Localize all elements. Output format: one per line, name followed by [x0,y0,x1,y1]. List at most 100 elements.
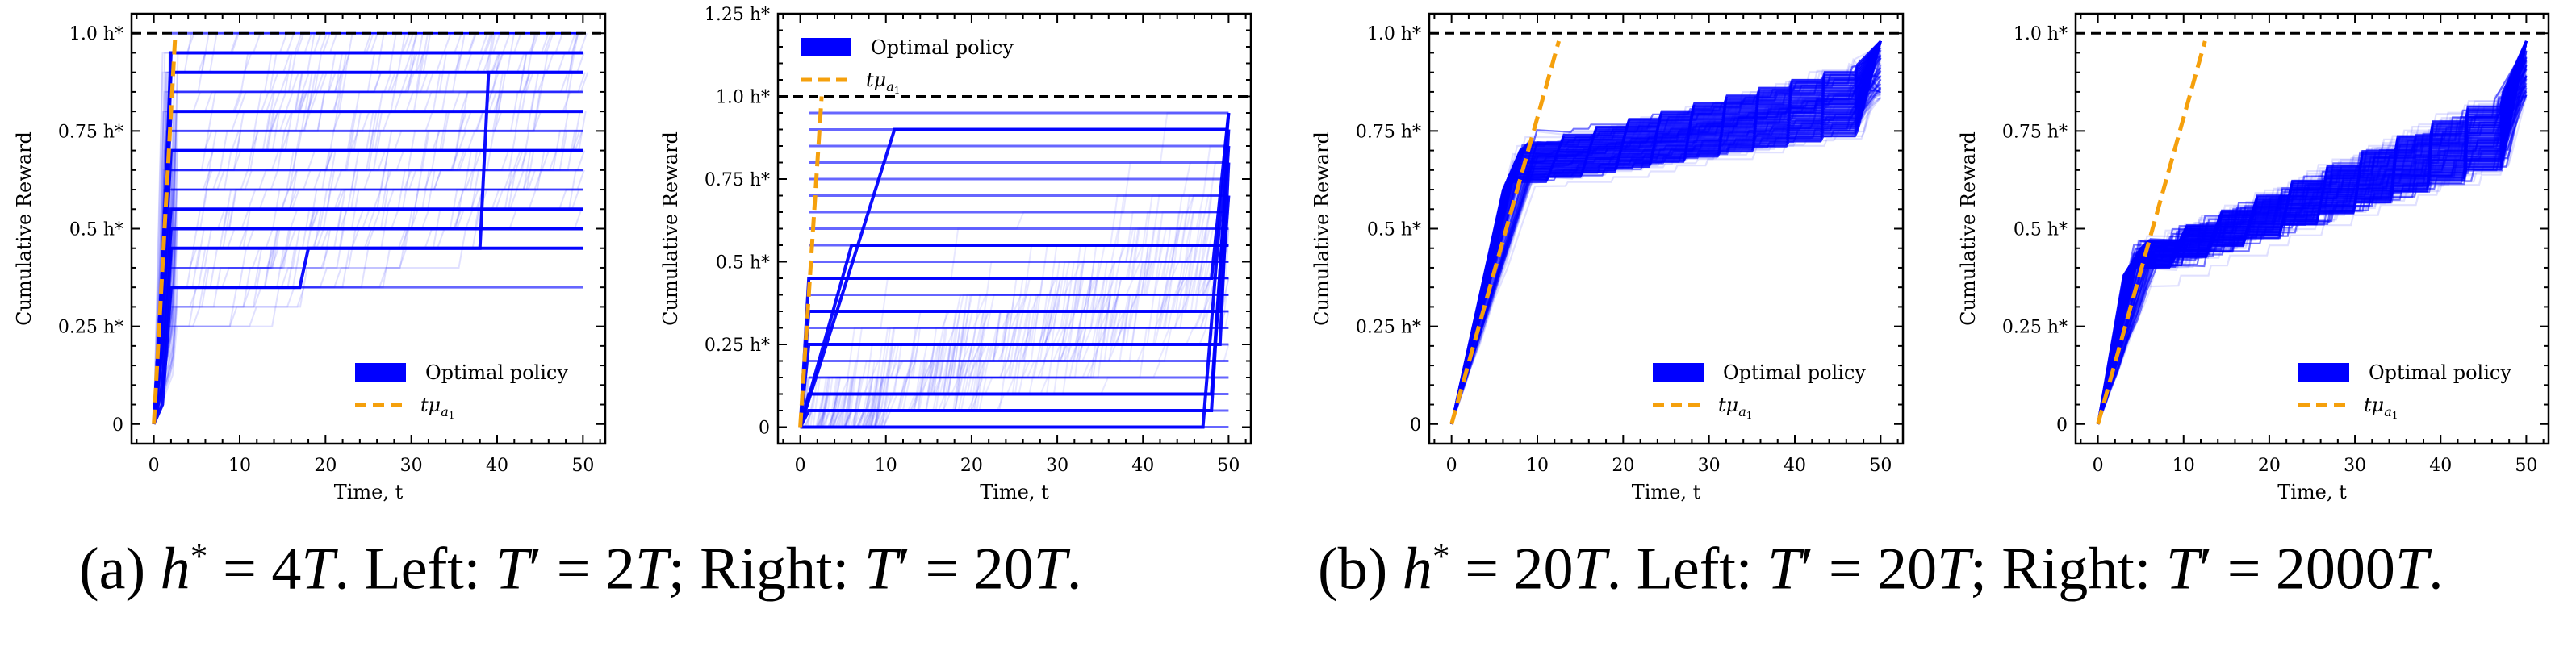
caption-a-eq: = 4 [207,536,302,603]
faint-trajectory [800,227,1229,428]
faint-trajectory [800,327,1229,428]
legend-swatch-optimal-policy [355,363,406,382]
reference-line-tmu [1449,40,1561,425]
legend-label-tmu: tμa1 [1718,394,1752,421]
faint-trajectories [799,112,1230,428]
chart-panel-4: 0 10 20 30 40 50 0 0.25 h* 0.5 h* 0.75 h* 1.0 h* Ti… [1957,12,2550,503]
y-tick-label: 0 [112,415,123,436]
x-tick-label: 50 [1869,456,1892,476]
y-tick-label: 0.75 h* [705,170,770,190]
x-tick-label: 0 [1446,456,1457,476]
caption-a-left-label: . Left: [334,536,496,603]
caption-b-star: * [1432,536,1450,576]
faint-trajectory [153,208,583,424]
y-tick-label: 1.0 h* [2014,24,2068,44]
faint-trajectory [800,244,1229,428]
plot-area [2076,31,2549,425]
faint-trajectory [800,211,1229,428]
x-tick-label: 0 [795,456,806,476]
caption-b-left-eq: = 20 [1813,536,1938,603]
faint-trajectory [800,244,1229,428]
caption-b-h: h [1402,536,1432,603]
faint-trajectory [153,32,583,424]
x-tick-label: 40 [2429,456,2452,476]
chart-panel-2: 0 10 20 30 40 50 0 0.25 h* 0.5 h* 0.75 h* 1.0 h* 1.… [659,5,1252,503]
y-axis-label: Cumulative Reward [659,131,682,326]
faint-trajectory [800,261,1229,428]
x-tick-label: 40 [1784,456,1806,476]
faint-trajectory [800,277,1229,428]
faint-trajectory [800,227,1229,428]
y-tick-label: 0.5 h* [716,253,770,273]
legend: Optimal policy tμa1 [2298,361,2511,421]
faint-trajectory [800,311,1229,428]
legend: Optimal policy tμa1 [355,361,568,421]
x-axis-label: Time, t [2277,481,2347,503]
optimal-policy-trajectory [152,246,583,425]
bundle-trajectory [2097,40,2528,425]
caption-b-right-T: T [2165,536,2199,603]
bold-trajectories [798,111,1231,429]
faint-trajectory [800,244,1229,428]
y-axis-label: Cumulative Reward [1957,131,1980,326]
legend-label-optimal-policy: Optimal policy [425,361,568,384]
y-tick-label: 0.25 h* [58,318,123,338]
faint-trajectory [800,277,1229,428]
faint-trajectory [153,32,583,424]
y-axis-label: Cumulative Reward [1311,131,1333,326]
legend-swatch-optimal-policy [2298,363,2349,382]
x-tick-label: 10 [228,456,251,476]
y-tick-label: 0.25 h* [2002,318,2068,338]
faint-trajectory [800,311,1229,428]
faint-trajectory [800,244,1229,428]
x-tick-label: 40 [1131,456,1154,476]
y-tick-label: 1.25 h* [705,5,770,25]
caption-a-prime-1: ′ [529,536,542,603]
legend-label-tmu: tμa1 [866,69,900,96]
x-tick-label: 30 [1046,456,1068,476]
x-tick-label: 20 [1612,456,1634,476]
y-tick-label: 0.5 h* [69,220,123,240]
caption-a: (a) h* = 4T. Left: T′ = 2T; Right: T′ = … [79,539,1081,599]
ticks [778,13,1251,444]
x-axis-label: Time, t [980,481,1049,503]
caption-a-star: * [190,536,208,576]
reference-line-tmu [798,96,824,428]
faint-trajectory [800,294,1229,428]
x-tick-label: 50 [571,456,594,476]
faint-trajectory [153,32,583,424]
x-tick-label: 0 [2093,456,2104,476]
faint-trajectory [153,32,583,424]
caption-b-prime-1: ′ [1800,536,1814,603]
legend-label-optimal-policy: Optimal policy [871,36,1014,59]
y-tick-label: 0.75 h* [1356,122,1421,142]
caption-a-h: h [160,536,190,603]
caption-a-left-val-T: T [634,536,669,603]
caption-b-left-T: T [1767,536,1801,603]
legend-label-optimal-policy: Optimal policy [2369,361,2511,384]
y-tick-label: 0 [2056,415,2068,436]
legend-label-tmu: tμa1 [2364,394,2398,421]
faint-trajectory [800,227,1229,428]
plot-area [1429,31,1903,425]
faint-trajectory [153,189,583,424]
faint-trajectory [153,208,583,425]
y-tick-label: 0.75 h* [2002,122,2068,142]
caption-b-end: . [2428,536,2444,603]
caption-b-eq: = 20 [1449,536,1574,603]
caption-a-label: (a) [79,536,146,603]
caption-b-prime-2: ′ [2199,536,2213,603]
x-tick-label: 40 [486,456,508,476]
legend: Optimal policy tμa1 [801,36,1014,96]
y-tick-label: 1.0 h* [1367,24,1421,44]
bundle-trajectory [1450,40,1882,425]
legend-swatch-optimal-policy [801,38,851,56]
caption-a-right-eq: = 20 [910,536,1034,603]
x-tick-label: 20 [960,456,983,476]
faint-trajectory [800,261,1229,428]
caption-b-right-val-T: T [2394,536,2429,603]
x-axis-label: Time, t [1632,481,1701,503]
faint-trajectories [1450,40,1882,425]
y-tick-label: 0 [759,419,770,439]
